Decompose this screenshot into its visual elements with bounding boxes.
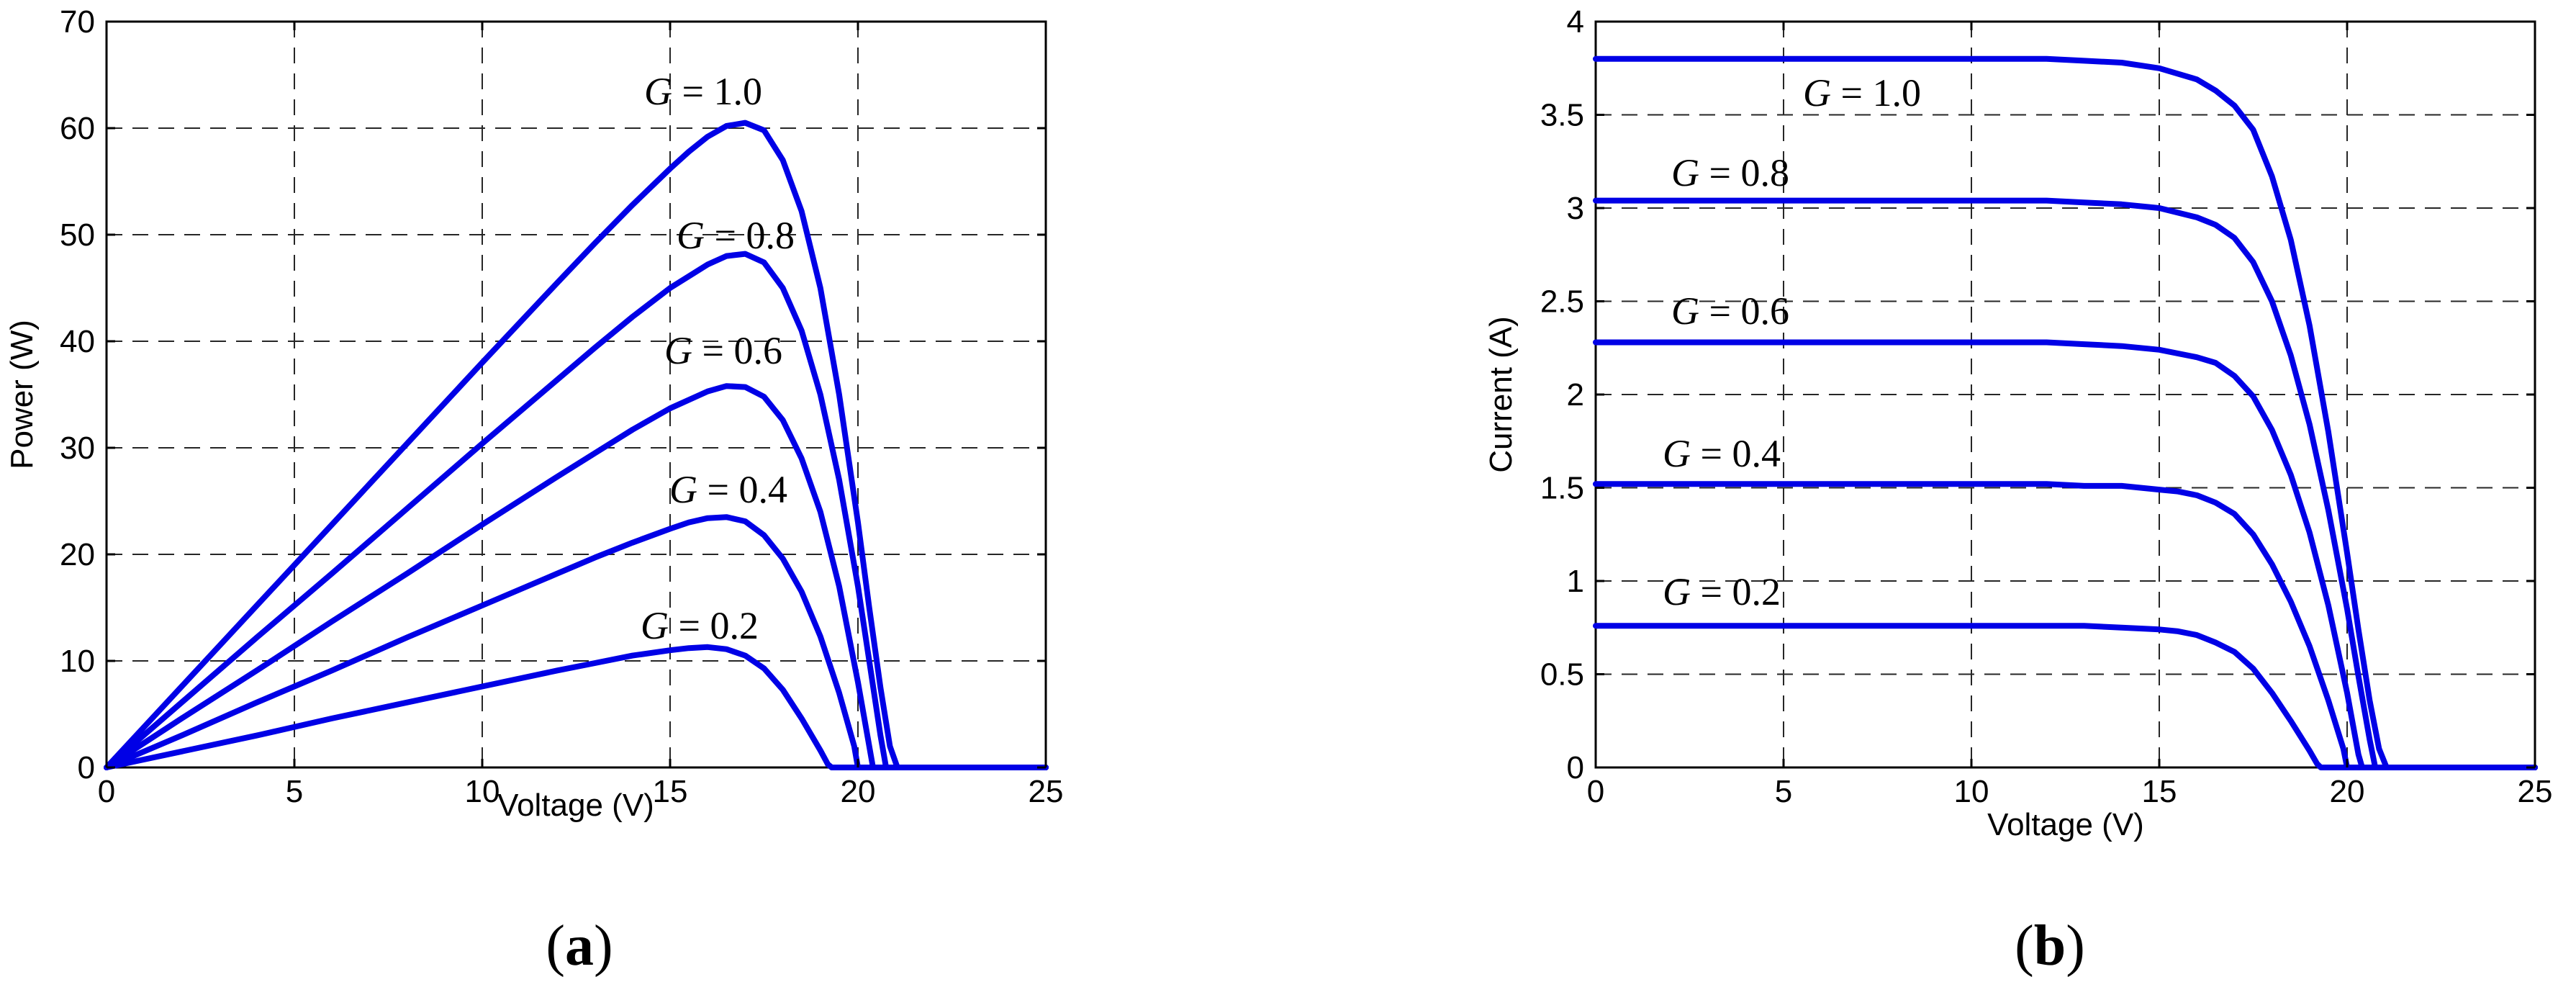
panel-a-series-label-value: = 0.2 xyxy=(669,604,759,647)
panel-b-y-axis-label: Current (A) xyxy=(1483,316,1519,473)
panel-a-y-axis-label: Power (W) xyxy=(4,320,40,469)
panel-b-label-open: ( xyxy=(2015,914,2034,978)
panel-a-label: (a) xyxy=(546,914,613,978)
panel-a-grid xyxy=(107,22,1046,767)
panel-a-curves xyxy=(104,120,1049,770)
panel-b-label-close: ) xyxy=(2066,914,2085,978)
panel-b-series-label-g: G xyxy=(1803,71,1831,114)
panel-b-series-line-1 xyxy=(1593,197,2538,770)
panel-a-series-label-g: G xyxy=(664,329,692,372)
panel-a-series-line-4 xyxy=(104,644,1049,770)
panel-b-label: (b) xyxy=(2015,914,2085,978)
panel-b-series-label-value: = 0.2 xyxy=(1691,570,1781,613)
panel-a-series-line-0 xyxy=(104,120,1049,770)
panel-b-x-tick-label: 10 xyxy=(1954,774,1989,809)
panel-a-x-axis-label: Voltage (V) xyxy=(497,788,654,823)
panel-a-label-letter: a xyxy=(565,914,594,978)
panel-a-series-line-3 xyxy=(104,514,1049,770)
panel-b-series-label-1: G = 0.8 xyxy=(1671,151,1789,194)
panel-b-series-label-2: G = 0.6 xyxy=(1671,289,1789,333)
panel-b-x-axis-label: Voltage (V) xyxy=(1987,807,2144,842)
panel-b-series-label-value: = 0.6 xyxy=(1699,289,1789,333)
panel-a-label-close: ) xyxy=(594,914,613,978)
panel-a-series-label-value: = 0.6 xyxy=(692,329,782,372)
panel-a-series-label-0: G = 1.0 xyxy=(644,70,762,113)
panel-a-y-tick-label: 30 xyxy=(60,431,95,466)
panel-b-series-label-g: G xyxy=(1663,432,1691,475)
panel-b-series-label-3: G = 0.4 xyxy=(1663,432,1781,475)
panel-b-series-label-value: = 0.4 xyxy=(1691,432,1781,475)
panel-b-series-label-0: G = 1.0 xyxy=(1803,71,1921,114)
panel-b-series-line-0 xyxy=(1593,55,2538,770)
panel-a-series-label-value: = 0.4 xyxy=(697,468,787,511)
panel-a-x-tick-label: 10 xyxy=(465,774,500,809)
panel-b-series-label-g: G xyxy=(1671,151,1699,194)
panel-b-curves xyxy=(1593,55,2538,770)
panel-a-y-tick-label: 60 xyxy=(60,111,95,146)
panel-b-x-tick-label: 0 xyxy=(1587,774,1604,809)
panel-a-x-tick-label: 20 xyxy=(841,774,876,809)
panel-a-plot-frame xyxy=(105,20,1047,769)
panel-a-series-label-1: G = 0.8 xyxy=(677,214,795,257)
panel-a-ticks: 0 5 10 15 20 25 0 10 20 30 40 50 60 70 xyxy=(60,4,1063,809)
panel-b-series-line-4 xyxy=(1593,623,2538,770)
panel-b-grid xyxy=(1596,22,2535,767)
panel-b-series-line-2 xyxy=(1593,339,2538,770)
panel-b-y-tick-label: 1 xyxy=(1567,564,1584,599)
panel-a-label-open: ( xyxy=(546,914,565,978)
panel-a-y-tick-label: 40 xyxy=(60,324,95,359)
panel-b-y-tick-label: 0.5 xyxy=(1540,657,1584,693)
panel-b-y-tick-label: 3 xyxy=(1567,191,1584,226)
panel-a-series-label-4: G = 0.2 xyxy=(641,604,759,647)
panel-b-series-label-g: G xyxy=(1663,570,1691,613)
panel-b-series-label-value: = 0.8 xyxy=(1699,151,1789,194)
panel-a-x-tick-label: 15 xyxy=(653,774,688,809)
panel-b-series-label-value: = 1.0 xyxy=(1831,71,1921,114)
panel-a-y-tick-label: 20 xyxy=(60,537,95,572)
panel-a-series-label-value: = 0.8 xyxy=(705,214,795,257)
panel-a-y-tick-label: 10 xyxy=(60,644,95,679)
panel-a-x-tick-label: 0 xyxy=(98,774,115,809)
panel-b-x-tick-label: 15 xyxy=(2142,774,2177,809)
panel-b-series-label-g: G xyxy=(1671,289,1699,333)
panel-a-y-tick-label: 50 xyxy=(60,217,95,253)
panel-b-y-tick-label: 4 xyxy=(1567,4,1584,40)
panel-b-y-tick-label: 1.5 xyxy=(1540,471,1584,506)
panel-b-y-tick-label: 2.5 xyxy=(1540,284,1584,320)
panel-a-curve-labels: G = 1.0G = 0.8G = 0.6G = 0.4G = 0.2 xyxy=(641,70,795,647)
panel-a-series-label-3: G = 0.4 xyxy=(669,468,787,511)
panel-a-series-label-g: G xyxy=(677,214,705,257)
panel-a-series-label-g: G xyxy=(669,468,697,511)
panel-b-curve-labels: G = 1.0G = 0.8G = 0.6G = 0.4G = 0.2 xyxy=(1663,71,1921,613)
panel-b-y-tick-label: 3.5 xyxy=(1540,98,1584,133)
panel-b-label-letter: b xyxy=(2034,914,2066,978)
panel-b-x-tick-label: 5 xyxy=(1775,774,1792,809)
panel-b-x-tick-label: 20 xyxy=(2330,774,2365,809)
panel-b-y-tick-label: 2 xyxy=(1567,377,1584,413)
panel-a-x-tick-label: 25 xyxy=(1029,774,1064,809)
panel-a-series-label-2: G = 0.6 xyxy=(664,329,782,372)
panel-b-y-tick-label: 0 xyxy=(1567,750,1584,785)
panel-a-series-line-2 xyxy=(104,383,1049,770)
panel-a-y-tick-label: 0 xyxy=(78,750,95,785)
panel-a-y-tick-label: 70 xyxy=(60,4,95,40)
panel-b-x-tick-label: 25 xyxy=(2518,774,2553,809)
panel-a-series-label-g: G xyxy=(641,604,669,647)
panel-a-series-label-g: G xyxy=(644,70,672,113)
panel-a-series-line-1 xyxy=(104,251,1049,770)
panel-b-series-label-4: G = 0.2 xyxy=(1663,570,1781,613)
panel-b-series-line-3 xyxy=(1593,481,2538,770)
panel-b-ticks: 0 5 10 15 20 25 0 0.5 1 1.5 2 2.5 3 3.5 4 xyxy=(1540,4,2553,809)
panel-a-x-tick-label: 5 xyxy=(286,774,303,809)
panel-a-series-label-value: = 1.0 xyxy=(672,70,762,113)
